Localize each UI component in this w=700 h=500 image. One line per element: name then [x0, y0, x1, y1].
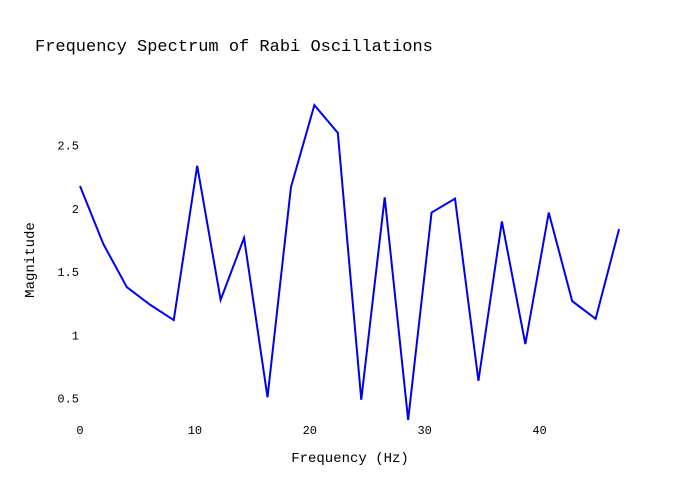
y-tick-label: 2	[72, 203, 79, 217]
chart-title: Frequency Spectrum of Rabi Oscillations	[35, 38, 433, 57]
y-axis-title: Magnitude	[23, 222, 39, 298]
x-tick-label: 0	[76, 424, 83, 438]
x-tick-label: 40	[532, 424, 546, 438]
y-tick-label: 0.5	[57, 392, 79, 406]
y-axis-ticks: 0.5 1 1.5 2 2.5	[57, 140, 79, 407]
plot-area	[79, 102, 621, 421]
series-line	[79, 102, 621, 421]
x-axis-ticks: 0 10 20 30 40	[76, 424, 546, 438]
x-tick-label: 30	[417, 424, 431, 438]
y-tick-label: 1.5	[57, 266, 79, 280]
y-tick-label: 2.5	[57, 140, 79, 154]
x-tick-label: 10	[188, 424, 202, 438]
x-axis-title: Frequency (Hz)	[291, 451, 409, 467]
y-tick-label: 1	[72, 329, 79, 343]
x-tick-label: 20	[303, 424, 317, 438]
